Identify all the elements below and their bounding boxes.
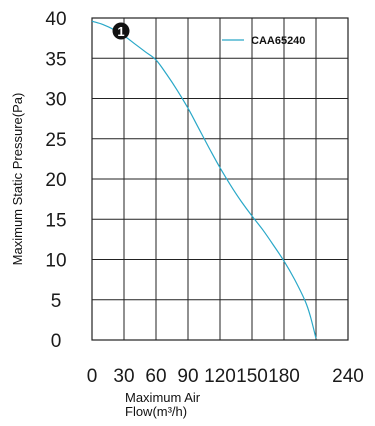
- y-tick-label: 25: [45, 130, 66, 151]
- y-tick-label: 15: [45, 210, 66, 231]
- callout-marker: 1: [112, 22, 130, 40]
- x-tick-label: 0: [87, 366, 98, 387]
- x-tick-label: 150: [236, 366, 268, 387]
- legend: CAA65240: [222, 35, 305, 47]
- x-axis-title-line-1: Maximum Air: [125, 390, 201, 405]
- x-tick-label: 30: [113, 366, 134, 387]
- y-tick-label: 20: [45, 170, 66, 191]
- plot-frame: [91, 17, 349, 341]
- y-tick-label: 10: [45, 251, 66, 272]
- y-tick-label: 35: [45, 49, 66, 70]
- y-tick-label: 30: [45, 90, 66, 111]
- legend-label: CAA65240: [251, 35, 305, 47]
- series-line-caa65240: [91, 20, 317, 339]
- y-tick-label: 40: [45, 9, 66, 30]
- y-axis-title: Maximum Static Pressure(Pa): [10, 93, 25, 266]
- x-axis-title-line-2: Flow(m³/h): [125, 404, 187, 419]
- x-tick-label: 60: [145, 366, 166, 387]
- series-layer: [91, 20, 317, 339]
- y-tick-label: 5: [51, 291, 62, 312]
- x-tick-label: 120: [204, 366, 236, 387]
- x-tick-label: 90: [177, 366, 198, 387]
- grid: [91, 17, 349, 341]
- marker-number: 1: [117, 24, 124, 39]
- x-tick-label: 240: [332, 366, 364, 387]
- y-tick-label: 0: [51, 331, 62, 352]
- x-tick-label: 180: [268, 366, 300, 387]
- tick-labels: 0 5 10 15 20 25 30 35 40 0 30 60 90 120 150 180 240: [45, 9, 363, 387]
- marker-circle: [112, 22, 130, 40]
